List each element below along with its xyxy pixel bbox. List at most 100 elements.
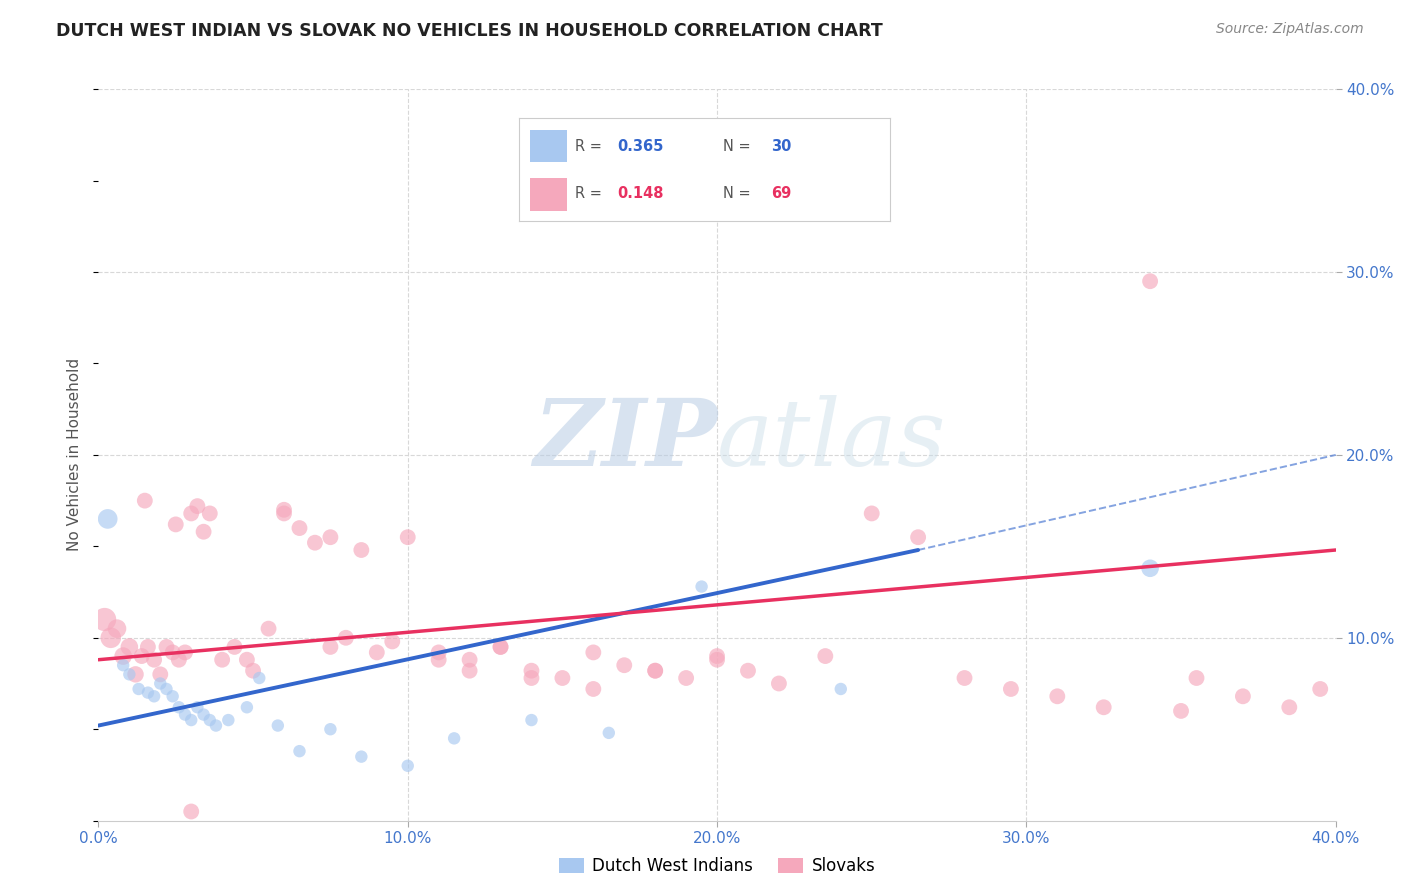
Y-axis label: No Vehicles in Household: No Vehicles in Household bbox=[67, 359, 83, 551]
Point bbox=[273, 502, 295, 516]
Text: DUTCH WEST INDIAN VS SLOVAK NO VEHICLES IN HOUSEHOLD CORRELATION CHART: DUTCH WEST INDIAN VS SLOVAK NO VEHICLES … bbox=[56, 22, 883, 40]
Point bbox=[155, 640, 177, 654]
Point bbox=[366, 645, 388, 659]
Point bbox=[149, 676, 172, 690]
Point bbox=[180, 805, 202, 819]
Point bbox=[319, 723, 342, 737]
Point bbox=[1309, 681, 1331, 696]
Point bbox=[247, 671, 270, 685]
Point bbox=[242, 664, 264, 678]
Point bbox=[1000, 681, 1022, 696]
Point bbox=[198, 713, 221, 727]
Point bbox=[690, 580, 713, 594]
Point bbox=[1232, 690, 1254, 704]
Point bbox=[167, 653, 190, 667]
Point bbox=[830, 681, 852, 696]
Point bbox=[224, 640, 246, 654]
Text: ZIP: ZIP bbox=[533, 395, 717, 485]
Point bbox=[598, 726, 620, 740]
Point bbox=[427, 645, 450, 659]
Point bbox=[350, 749, 373, 764]
Point bbox=[180, 713, 202, 727]
Point bbox=[706, 653, 728, 667]
Point bbox=[149, 667, 172, 681]
Point bbox=[489, 640, 512, 654]
Point bbox=[675, 671, 697, 685]
Point bbox=[582, 681, 605, 696]
Point bbox=[273, 507, 295, 521]
Point bbox=[124, 667, 146, 681]
Point bbox=[186, 499, 208, 513]
Legend: Dutch West Indians, Slovaks: Dutch West Indians, Slovaks bbox=[553, 850, 882, 882]
Point bbox=[768, 676, 790, 690]
Point bbox=[217, 713, 239, 727]
Point bbox=[814, 649, 837, 664]
Point bbox=[520, 713, 543, 727]
Point bbox=[211, 653, 233, 667]
Point bbox=[582, 645, 605, 659]
Point bbox=[381, 634, 404, 648]
Point bbox=[143, 653, 166, 667]
Point bbox=[174, 707, 197, 722]
Point bbox=[1278, 700, 1301, 714]
Point bbox=[1139, 274, 1161, 288]
Point bbox=[100, 631, 122, 645]
Point bbox=[193, 524, 215, 539]
Point bbox=[1170, 704, 1192, 718]
Point bbox=[162, 645, 184, 659]
Point bbox=[112, 658, 135, 673]
Point bbox=[193, 707, 215, 722]
Point bbox=[706, 649, 728, 664]
Point bbox=[155, 681, 177, 696]
Point bbox=[396, 530, 419, 544]
Point bbox=[257, 622, 280, 636]
Point bbox=[427, 653, 450, 667]
Point bbox=[1185, 671, 1208, 685]
Point bbox=[396, 758, 419, 772]
Point bbox=[551, 671, 574, 685]
Point bbox=[350, 543, 373, 558]
Point bbox=[304, 535, 326, 549]
Point bbox=[907, 530, 929, 544]
Point bbox=[288, 521, 311, 535]
Point bbox=[520, 664, 543, 678]
Point bbox=[1046, 690, 1069, 704]
Point bbox=[737, 664, 759, 678]
Point bbox=[198, 507, 221, 521]
Point bbox=[105, 622, 128, 636]
Point bbox=[236, 700, 259, 714]
Point bbox=[165, 517, 187, 532]
Point bbox=[860, 507, 883, 521]
Point bbox=[131, 649, 153, 664]
Point bbox=[267, 718, 290, 732]
Point bbox=[288, 744, 311, 758]
Point bbox=[118, 667, 141, 681]
Point bbox=[335, 631, 357, 645]
Point bbox=[644, 664, 666, 678]
Point bbox=[613, 658, 636, 673]
Point bbox=[236, 653, 259, 667]
Point bbox=[112, 649, 135, 664]
Point bbox=[93, 613, 115, 627]
Point bbox=[489, 640, 512, 654]
Point bbox=[458, 664, 481, 678]
Point bbox=[1092, 700, 1115, 714]
Point bbox=[205, 718, 228, 732]
Text: Source: ZipAtlas.com: Source: ZipAtlas.com bbox=[1216, 22, 1364, 37]
Point bbox=[953, 671, 976, 685]
Point bbox=[644, 664, 666, 678]
Point bbox=[443, 731, 465, 746]
Point bbox=[136, 640, 159, 654]
Point bbox=[520, 671, 543, 685]
Point bbox=[186, 700, 208, 714]
Text: atlas: atlas bbox=[717, 395, 946, 485]
Point bbox=[134, 493, 156, 508]
Point bbox=[174, 645, 197, 659]
Point bbox=[162, 690, 184, 704]
Point bbox=[143, 690, 166, 704]
Point bbox=[136, 685, 159, 699]
Point bbox=[180, 507, 202, 521]
Point bbox=[118, 640, 141, 654]
Point bbox=[319, 530, 342, 544]
Point bbox=[97, 512, 120, 526]
